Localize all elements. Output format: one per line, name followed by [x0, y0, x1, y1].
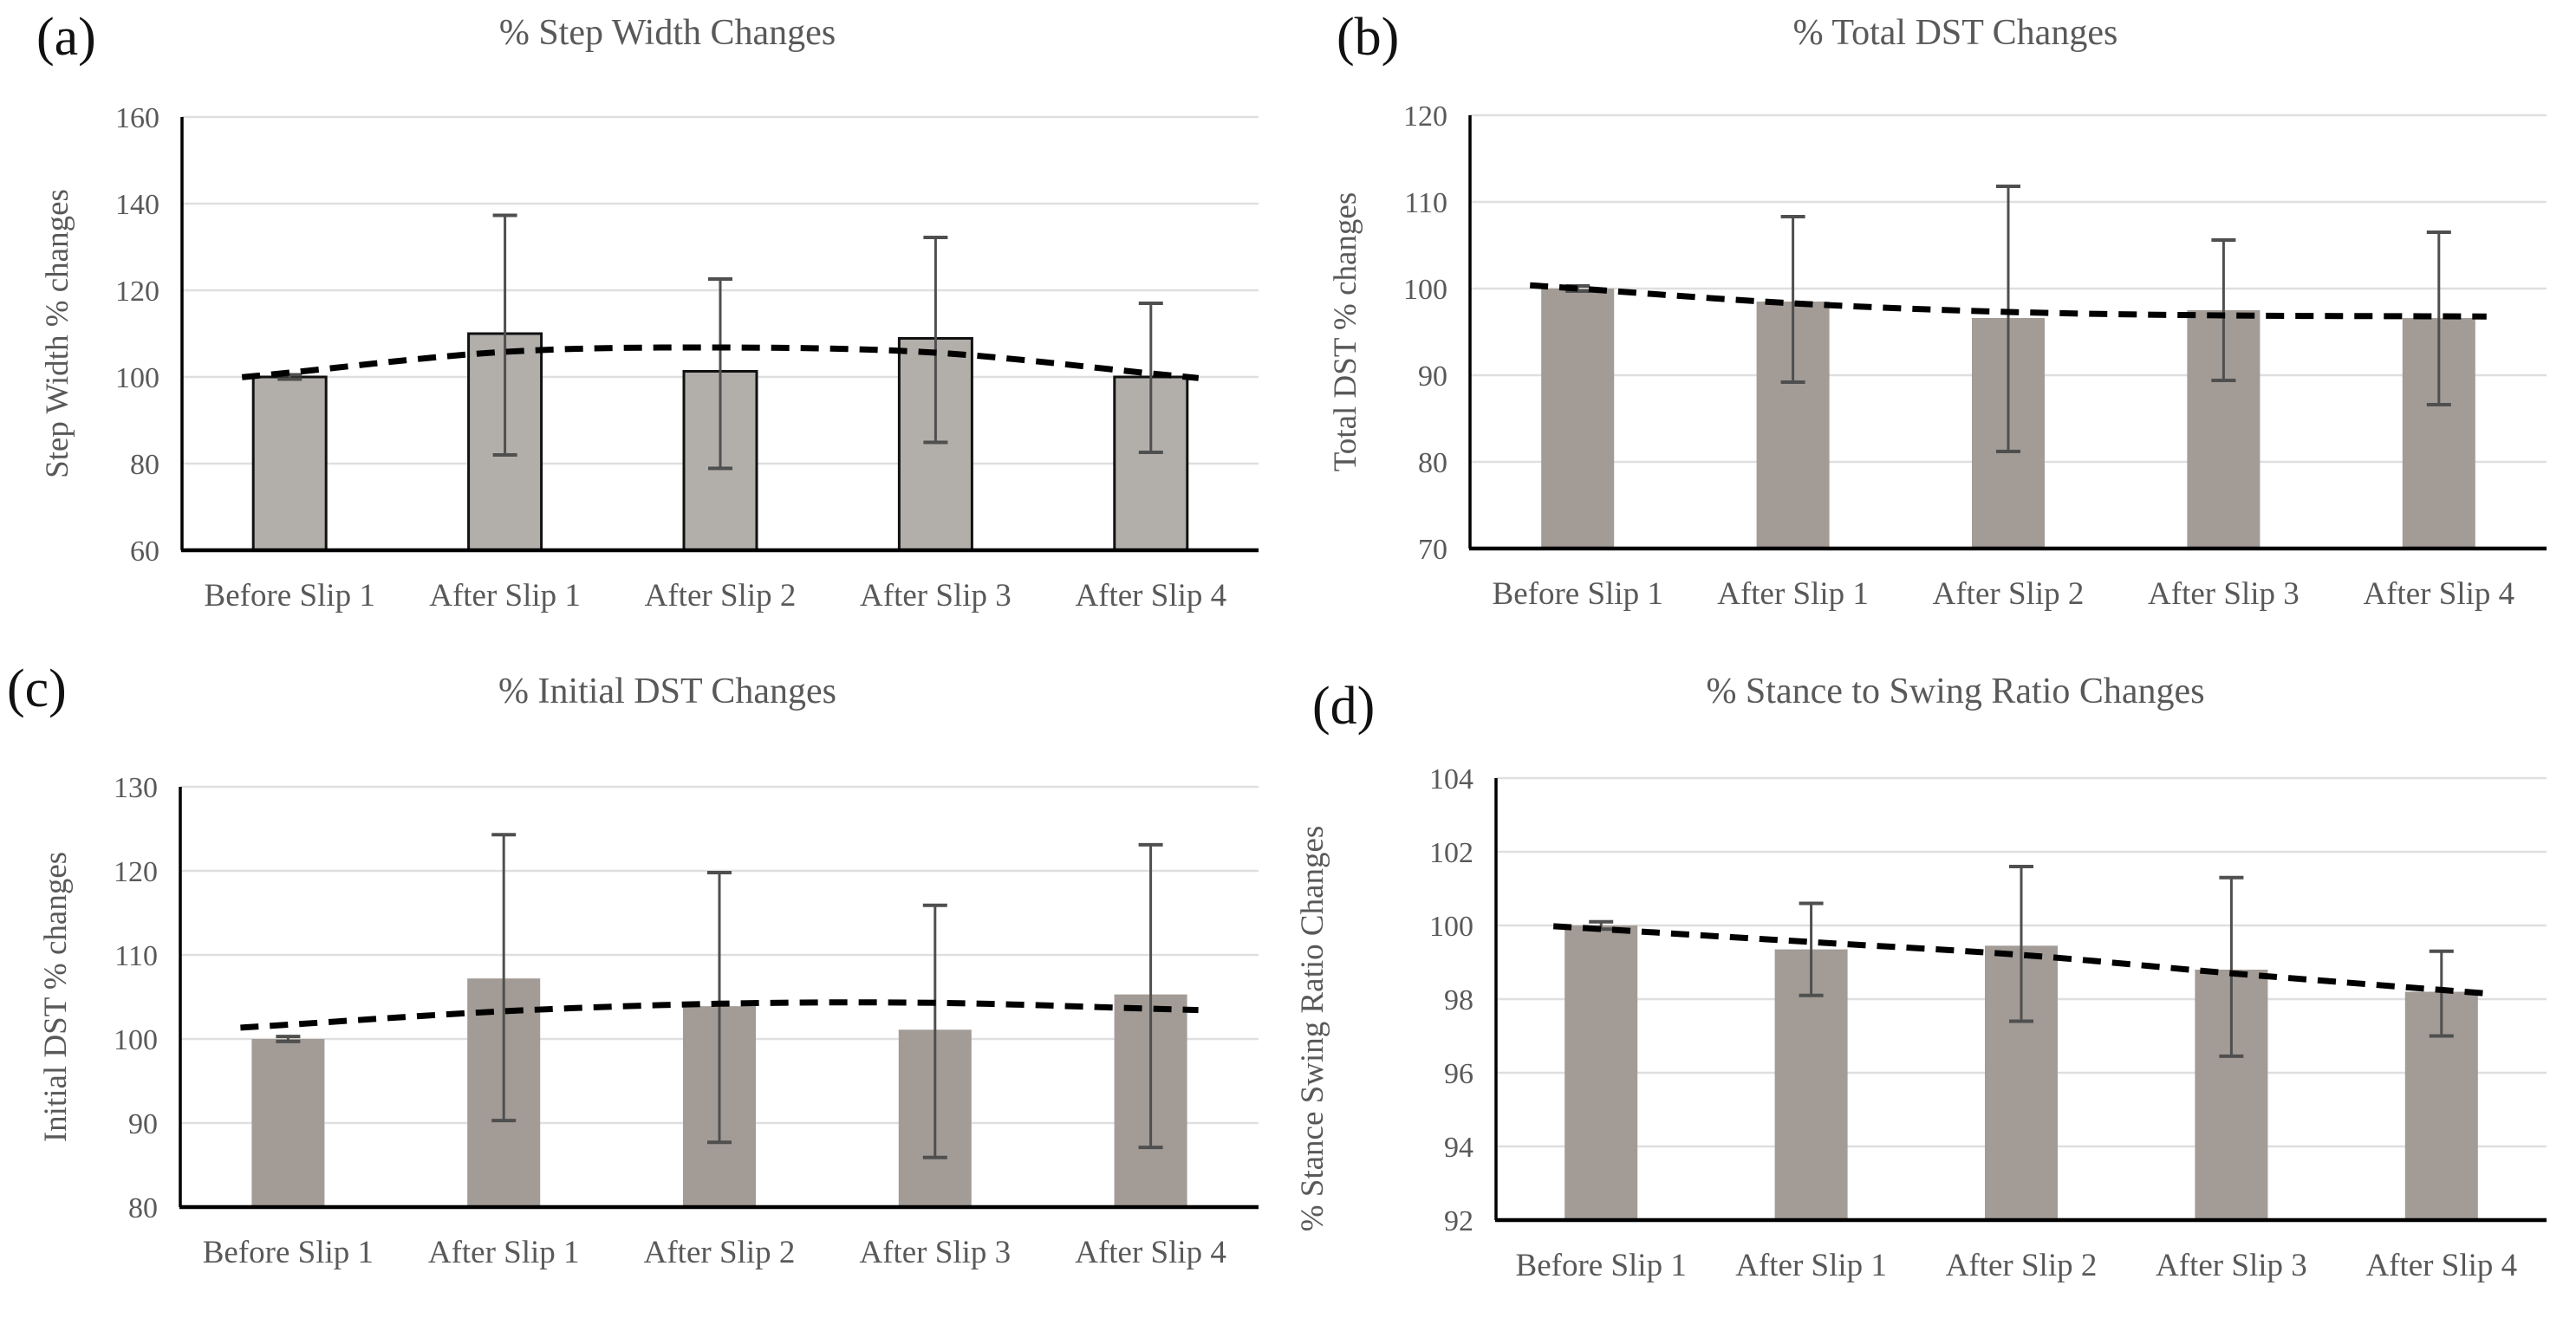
panel-d-stance-swing: (d) % Stance to Swing Ratio Changes 92 94…: [1288, 659, 2576, 1317]
bar-before-slip-1: [251, 375, 328, 552]
error-bar: [708, 277, 732, 471]
error-bar: [1799, 901, 1824, 997]
y-tick-label: 104: [1429, 763, 1473, 795]
y-tick-label: 110: [1404, 187, 1447, 219]
panel-letter-b: (b): [1337, 8, 1400, 67]
x-category-label: After Slip 2: [644, 1235, 796, 1270]
y-tick-label: 98: [1444, 984, 1473, 1016]
chart-title-a: % Step Width Changes: [498, 13, 836, 53]
x-category-label: Before Slip 1: [205, 578, 375, 614]
x-category-label: After Slip 3: [2156, 1248, 2307, 1283]
error-bar: [2429, 949, 2454, 1038]
y-tick-label: 100: [1403, 274, 1447, 306]
x-category-label: After Slip 1: [429, 578, 581, 614]
error-bar: [2219, 875, 2244, 1058]
y-axis-title: Total DST % changes: [1328, 192, 1363, 471]
error-bar: [491, 833, 517, 1123]
chart-title-d: % Stance to Swing Ratio Changes: [1706, 672, 2205, 711]
y-tick-label: 160: [115, 102, 159, 134]
x-category-label: After Slip 2: [645, 578, 797, 614]
y-tick-label: 80: [128, 1192, 158, 1224]
x-category-label: Before Slip 1: [1516, 1248, 1687, 1283]
x-category-label: After Slip 2: [1933, 576, 2085, 612]
chart-canvas-d: 92 94 96 98 100 102 104 % Stance Swing Ratio Ch…: [1295, 763, 2547, 1283]
y-tick-label: 94: [1444, 1132, 1473, 1164]
trendline-dashed: [1553, 923, 2490, 997]
chart-canvas-c: 80 90 100 110 120 130 Initial DST % changes Bef…: [38, 772, 1259, 1270]
trendline-dashed: [240, 999, 1199, 1031]
panel-letter-d: (d): [1312, 677, 1376, 736]
y-axis-title: Step Width % changes: [40, 189, 75, 478]
x-category-label: Before Slip 1: [203, 1235, 374, 1270]
y-tick-label: 120: [115, 276, 159, 308]
trendline-dashed: [1529, 282, 2487, 320]
y-axis-title: % Stance Swing Ratio Changes: [1295, 826, 1330, 1232]
error-bar: [2211, 238, 2236, 382]
panel-a-step-width: (a) % Step Width Changes 60 80 100 120 140 16…: [0, 0, 1288, 659]
y-tick-label: 80: [1418, 447, 1447, 479]
bar-before-slip-1: [1541, 289, 1615, 549]
error-bar: [1138, 842, 1163, 1150]
x-category-label: After Slip 4: [1075, 1235, 1226, 1270]
y-tick-label: 90: [1418, 360, 1447, 393]
error-bar: [1138, 302, 1163, 454]
y-tick-label: 102: [1429, 837, 1473, 869]
chart-canvas-a: 60 80 100 120 140 160 Step Width % changes Befo…: [40, 102, 1259, 614]
panel-c-initial-dst: (c) % Initial DST Changes 80 90 100 110 120 1…: [0, 659, 1288, 1317]
error-bar: [276, 1035, 301, 1043]
error-bar: [2426, 230, 2451, 406]
y-tick-label: 70: [1418, 534, 1447, 566]
y-tick-label: 130: [114, 772, 158, 804]
bar-before-slip-1: [1564, 925, 1638, 1220]
error-bar: [1996, 185, 2020, 453]
chart-title-c: % Initial DST Changes: [498, 672, 837, 711]
x-category-label: After Slip 4: [2365, 1248, 2517, 1283]
error-bar: [922, 903, 947, 1159]
y-tick-label: 100: [1429, 911, 1473, 943]
y-tick-label: 90: [128, 1108, 158, 1140]
x-category-label: After Slip 1: [1735, 1248, 1887, 1283]
x-category-label: After Slip 1: [1717, 576, 1869, 612]
y-tick-label: 120: [1403, 101, 1447, 133]
x-category-label: After Slip 1: [428, 1235, 580, 1270]
error-bar: [923, 236, 948, 445]
y-axis-title: Initial DST % changes: [38, 852, 74, 1142]
x-category-label: After Slip 3: [860, 578, 1012, 614]
x-category-label: After Slip 3: [859, 1235, 1011, 1270]
y-tick-label: 60: [130, 536, 159, 568]
x-category-label: After Slip 4: [2363, 576, 2514, 612]
y-tick-label: 92: [1444, 1205, 1473, 1237]
error-bar: [492, 213, 517, 457]
x-category-label: After Slip 3: [2148, 576, 2300, 612]
error-bar: [2009, 865, 2033, 1023]
panel-b-total-dst: (b) % Total DST Changes 70 80 90 100 110 120 T…: [1288, 0, 2576, 659]
error-bar: [1780, 215, 1805, 384]
chart-title-b: % Total DST Changes: [1792, 13, 2118, 53]
y-tick-label: 100: [115, 362, 159, 394]
chart-canvas-b: 70 80 90 100 110 120 Total DST % changes Before…: [1328, 101, 2547, 612]
x-category-label: Before Slip 1: [1493, 576, 1663, 612]
panel-letter-a: (a): [36, 8, 96, 67]
y-tick-label: 100: [114, 1024, 158, 1056]
trendline-dashed: [241, 344, 1200, 381]
x-category-label: After Slip 2: [1946, 1248, 2098, 1283]
bar-before-slip-1: [251, 1039, 325, 1207]
error-bar: [707, 870, 732, 1145]
y-tick-label: 120: [114, 856, 158, 888]
y-tick-label: 110: [114, 940, 158, 972]
y-tick-label: 80: [130, 449, 159, 481]
panel-letter-c: (c): [7, 659, 67, 718]
y-tick-label: 140: [115, 189, 159, 221]
y-tick-label: 96: [1444, 1058, 1473, 1090]
x-category-label: After Slip 4: [1075, 578, 1226, 614]
